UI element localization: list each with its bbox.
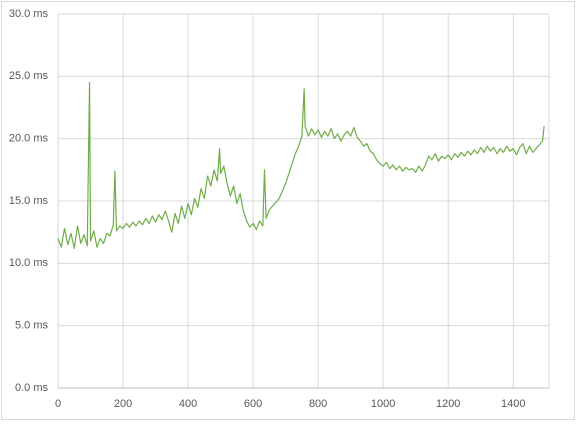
y-tick-label: 5.0 ms: [15, 320, 49, 332]
x-tick-label: 1000: [371, 398, 395, 410]
x-tick-label: 1200: [436, 398, 460, 410]
y-tick-label: 25.0 ms: [9, 70, 49, 82]
y-tick-label: 20.0 ms: [9, 133, 49, 145]
x-tick-label: 200: [114, 398, 132, 410]
chart-border: [1, 1, 575, 420]
x-tick-label: 0: [55, 398, 61, 410]
y-tick-label: 0.0 ms: [15, 382, 49, 394]
x-tick-label: 800: [309, 398, 327, 410]
data-line: [57, 81, 545, 249]
x-tick-label: 600: [244, 398, 262, 410]
y-tick-label: 30.0 ms: [9, 8, 49, 20]
x-tick-label: 400: [179, 398, 197, 410]
y-tick-label: 15.0 ms: [9, 195, 49, 207]
x-tick-label: 1400: [501, 398, 525, 410]
y-tick-label: 10.0 ms: [9, 257, 49, 269]
